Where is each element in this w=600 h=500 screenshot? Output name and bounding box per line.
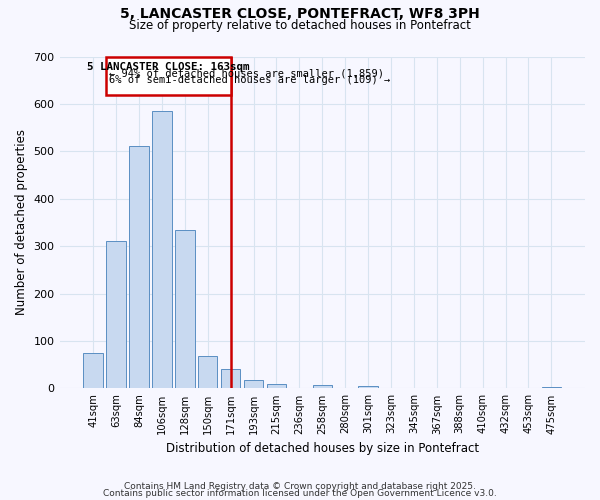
Bar [129, 146, 149, 388]
Bar [542, 387, 561, 388]
Bar [106, 242, 126, 388]
Bar [198, 356, 217, 388]
Bar [358, 386, 378, 388]
Text: ← 94% of detached houses are smaller (1,859): ← 94% of detached houses are smaller (1,… [109, 69, 383, 79]
Bar [152, 111, 172, 388]
Bar [175, 230, 194, 388]
Bar [267, 384, 286, 388]
Text: 5, LANCASTER CLOSE, PONTEFRACT, WF8 3PH: 5, LANCASTER CLOSE, PONTEFRACT, WF8 3PH [120, 8, 480, 22]
Bar [244, 380, 263, 388]
Y-axis label: Number of detached properties: Number of detached properties [15, 130, 28, 316]
Text: 6% of semi-detached houses are larger (109) →: 6% of semi-detached houses are larger (1… [109, 76, 390, 86]
Bar [106, 56, 230, 96]
X-axis label: Distribution of detached houses by size in Pontefract: Distribution of detached houses by size … [166, 442, 479, 455]
Bar [83, 353, 103, 388]
Text: Size of property relative to detached houses in Pontefract: Size of property relative to detached ho… [129, 18, 471, 32]
Text: Contains HM Land Registry data © Crown copyright and database right 2025.: Contains HM Land Registry data © Crown c… [124, 482, 476, 491]
Bar [221, 370, 241, 388]
Text: 5 LANCASTER CLOSE: 163sqm: 5 LANCASTER CLOSE: 163sqm [87, 62, 250, 72]
Text: Contains public sector information licensed under the Open Government Licence v3: Contains public sector information licen… [103, 488, 497, 498]
Bar [313, 384, 332, 388]
